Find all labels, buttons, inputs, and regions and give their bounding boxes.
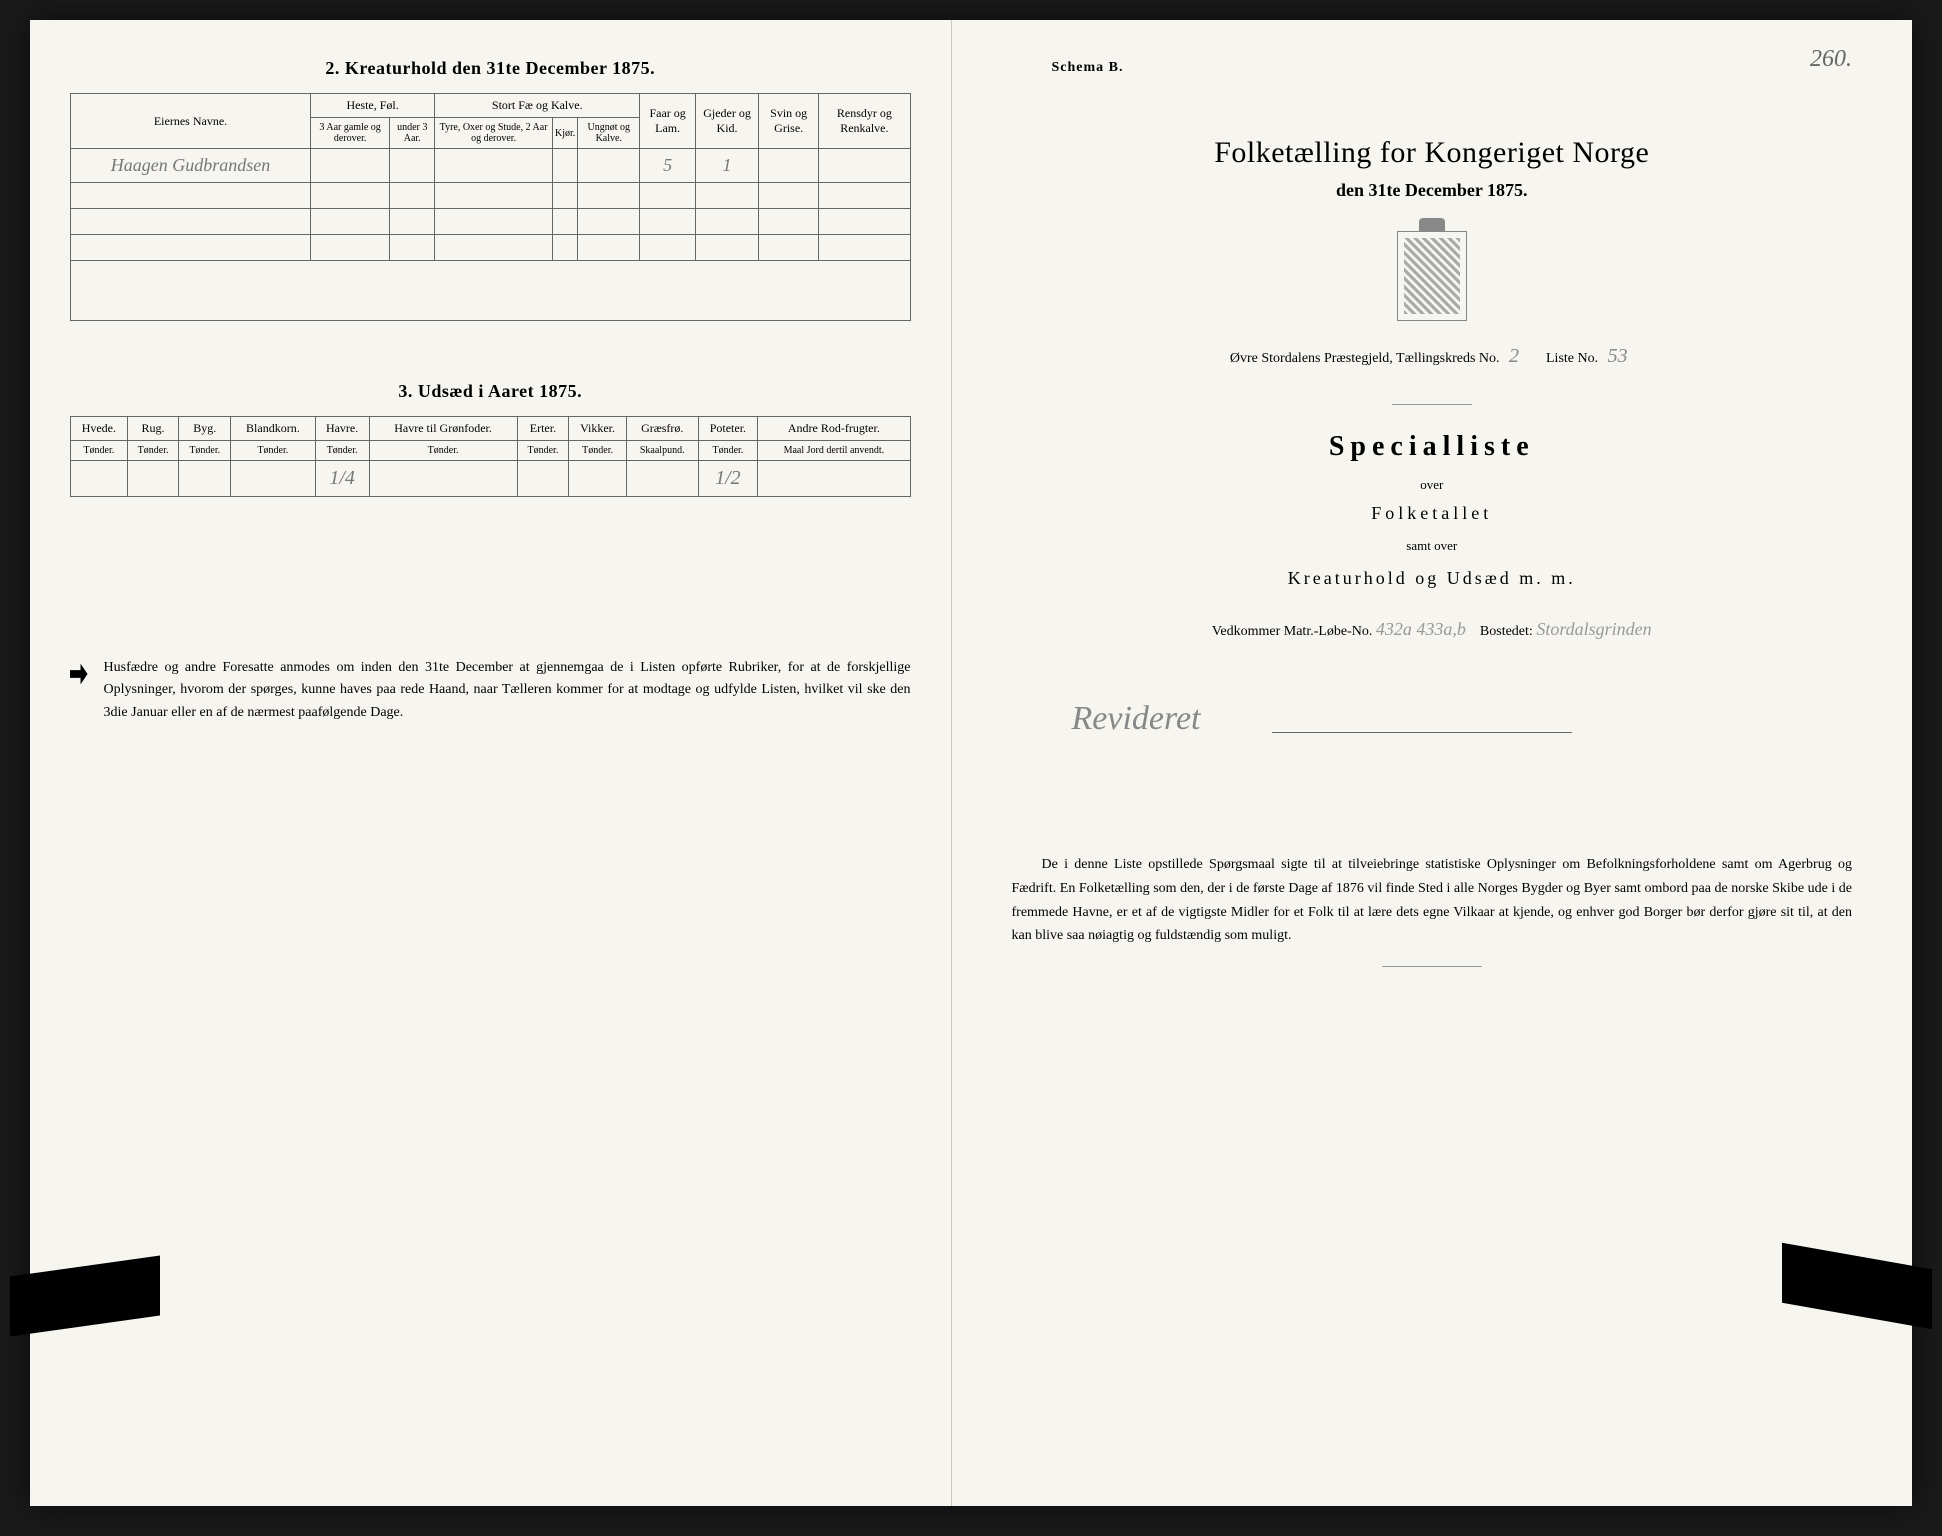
th-name: Eiernes Navne.: [71, 94, 311, 149]
specialliste-title: Specialliste: [1012, 431, 1853, 463]
th-gjed: Gjeder og Kid.: [695, 94, 758, 149]
unit: Tønder.: [127, 441, 179, 461]
th-stort-1: Tyre, Oxer og Stude, 2 Aar og derover.: [435, 118, 553, 149]
kreaturhold-label: Kreaturhold og Udsæd m. m.: [1012, 568, 1853, 589]
unit: Tønder.: [315, 441, 369, 461]
unit: Tønder.: [369, 441, 517, 461]
husfaedre-text: Husfædre og andre Foresatte anmodes om i…: [104, 657, 911, 724]
husfaedre-note: Husfædre og andre Foresatte anmodes om i…: [70, 657, 911, 724]
faar-val: 5: [640, 149, 696, 183]
cell: [390, 149, 435, 183]
th-stort-2: Kjør.: [552, 118, 577, 149]
th-faar: Faar og Lam.: [640, 94, 696, 149]
vedk-prefix: Vedkommer Matr.-Løbe-No.: [1212, 624, 1373, 639]
folketallet-label: Folketallet: [1012, 503, 1853, 524]
cell: [435, 149, 553, 183]
cell: [71, 209, 311, 235]
cell: [71, 235, 311, 261]
section3-title: 3. Udsæd i Aaret 1875.: [70, 381, 911, 402]
th-stort: Stort Fæ og Kalve.: [435, 94, 640, 118]
cell: [552, 149, 577, 183]
unit: Skaalpund.: [626, 441, 698, 461]
cell: [311, 149, 390, 183]
kreatur-table: Eiernes Navne. Heste, Føl. Stort Fæ og K…: [70, 93, 911, 261]
bosted-val: Stordalsgrinden: [1536, 619, 1651, 639]
cell: [819, 149, 910, 183]
unit: Tønder.: [179, 441, 231, 461]
th: Byg.: [179, 417, 231, 441]
udsaed-table: Hvede. Rug. Byg. Blandkorn. Havre. Havre…: [70, 416, 911, 497]
coat-of-arms-icon: [1397, 231, 1467, 321]
over-label: over: [1012, 477, 1853, 493]
matr-no: 432a 433a,b: [1376, 619, 1466, 639]
unit: Tønder.: [231, 441, 316, 461]
left-page: 2. Kreaturhold den 31te December 1875. E…: [30, 20, 952, 1506]
schema-label: Schema B.: [1052, 60, 1853, 76]
th: Havre til Grønfoder.: [369, 417, 517, 441]
divider: [1392, 404, 1472, 405]
samt-label: samt over: [1012, 538, 1853, 554]
havre-val: 1/4: [315, 461, 369, 497]
cell: [578, 149, 640, 183]
th-heste-2: under 3 Aar.: [390, 118, 435, 149]
unit: Tønder.: [517, 441, 569, 461]
poteter-val: 1/2: [698, 461, 758, 497]
th: Græsfrø.: [626, 417, 698, 441]
owner-name: Haagen Gudbrandsen: [71, 149, 311, 183]
kreds-line: Øvre Stordalens Præstegjeld, Tællingskre…: [1012, 345, 1853, 368]
th: Erter.: [517, 417, 569, 441]
kreds-prefix: Øvre Stordalens Præstegjeld, Tællingskre…: [1230, 351, 1500, 366]
signature-line: [1272, 732, 1572, 733]
gjed-val: 1: [695, 149, 758, 183]
cell: [759, 149, 819, 183]
kreatur-footer: [70, 261, 911, 321]
section2-title: 2. Kreaturhold den 31te December 1875.: [70, 58, 911, 79]
th: Vikker.: [569, 417, 627, 441]
kreds-no: 2: [1503, 345, 1525, 367]
cell: [71, 183, 311, 209]
unit: Maal Jord dertil anvendt.: [758, 441, 910, 461]
th-heste-1: 3 Aar gamle og derover.: [311, 118, 390, 149]
th: Blandkorn.: [231, 417, 316, 441]
th: Rug.: [127, 417, 179, 441]
unit: Tønder.: [71, 441, 128, 461]
th: Andre Rod-frugter.: [758, 417, 910, 441]
vedkommer-line: Vedkommer Matr.-Løbe-No. 432a 433a,b Bos…: [1012, 619, 1853, 640]
th: Poteter.: [698, 417, 758, 441]
hand-icon: [70, 661, 88, 687]
th: Hvede.: [71, 417, 128, 441]
census-subtitle: den 31te December 1875.: [1012, 180, 1853, 201]
right-page: Schema B. 260. Folketælling for Kongerig…: [952, 20, 1913, 1506]
bottom-divider: [1382, 966, 1482, 967]
th: Havre.: [315, 417, 369, 441]
th-stort-3: Ungnøt og Kalve.: [578, 118, 640, 149]
th-ren: Rensdyr og Renkalve.: [819, 94, 910, 149]
liste-label: Liste No.: [1546, 351, 1598, 366]
page-number: 260.: [1810, 46, 1852, 73]
bosted-label: Bostedet:: [1480, 624, 1533, 639]
liste-no: 53: [1602, 345, 1634, 367]
unit: Tønder.: [698, 441, 758, 461]
th-svin: Svin og Grise.: [759, 94, 819, 149]
unit: Tønder.: [569, 441, 627, 461]
census-title: Folketælling for Kongeriget Norge: [1012, 136, 1853, 170]
th-heste: Heste, Føl.: [311, 94, 435, 118]
bottom-paragraph: De i denne Liste opstillede Spørgsmaal s…: [1012, 853, 1853, 948]
